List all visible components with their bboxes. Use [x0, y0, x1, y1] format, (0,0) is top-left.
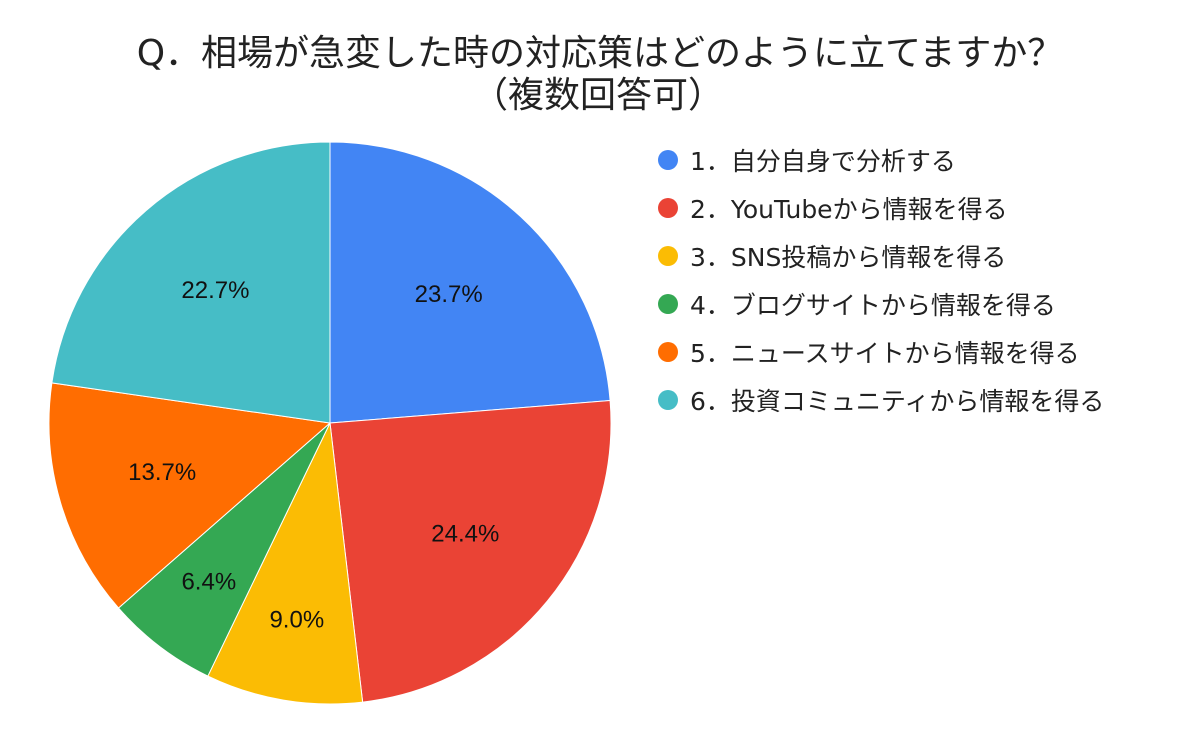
- chart-legend: 1．自分自身で分析する 2．YouTubeから情報を得る 3．SNS投稿から情報を得…: [658, 136, 1104, 424]
- chart-title-line1: Q．相場が急変した時の対応策はどのように立てますか？: [136, 33, 1064, 74]
- pie-slice-5: [48, 382, 332, 609]
- legend-label: 2．YouTubeから情報を得る: [690, 195, 1008, 224]
- pie-slice-6: [51, 141, 331, 424]
- legend-swatch-icon: [658, 150, 678, 170]
- chart-title-line2: （複数回答可）: [471, 75, 724, 116]
- pie-slice-3: [207, 421, 364, 705]
- legend-label: 5．ニュースサイトから情報を得る: [690, 339, 1080, 368]
- legend-swatch-icon: [658, 342, 678, 362]
- legend-swatch-icon: [658, 294, 678, 314]
- slice-label-1: 23.7%: [415, 281, 483, 308]
- pie-slice-1: [329, 141, 611, 424]
- legend-label: 4．ブログサイトから情報を得る: [690, 291, 1056, 320]
- legend-label: 3．SNS投稿から情報を得る: [690, 243, 1007, 272]
- legend-swatch-icon: [658, 246, 678, 266]
- legend-item-4: 4．ブログサイトから情報を得る: [658, 280, 1104, 328]
- slice-label-2: 24.4%: [431, 521, 499, 548]
- legend-item-3: 3．SNS投稿から情報を得る: [658, 232, 1104, 280]
- legend-swatch-icon: [658, 390, 678, 410]
- legend-label: 6．投資コミュニティから情報を得る: [690, 387, 1105, 416]
- legend-item-6: 6．投資コミュニティから情報を得る: [658, 376, 1104, 424]
- pie-slice-2: [329, 399, 612, 703]
- legend-swatch-icon: [658, 198, 678, 218]
- legend-label: 1．自分自身で分析する: [690, 147, 956, 176]
- slice-label-4: 6.4%: [181, 569, 236, 596]
- slice-label-6: 22.7%: [181, 277, 249, 304]
- slice-label-5: 13.7%: [128, 459, 196, 486]
- legend-item-1: 1．自分自身で分析する: [658, 136, 1104, 184]
- legend-item-5: 5．ニュースサイトから情報を得る: [658, 328, 1104, 376]
- slice-label-3: 9.0%: [269, 607, 324, 634]
- legend-item-2: 2．YouTubeから情報を得る: [658, 184, 1104, 232]
- pie-slice-4: [117, 422, 331, 677]
